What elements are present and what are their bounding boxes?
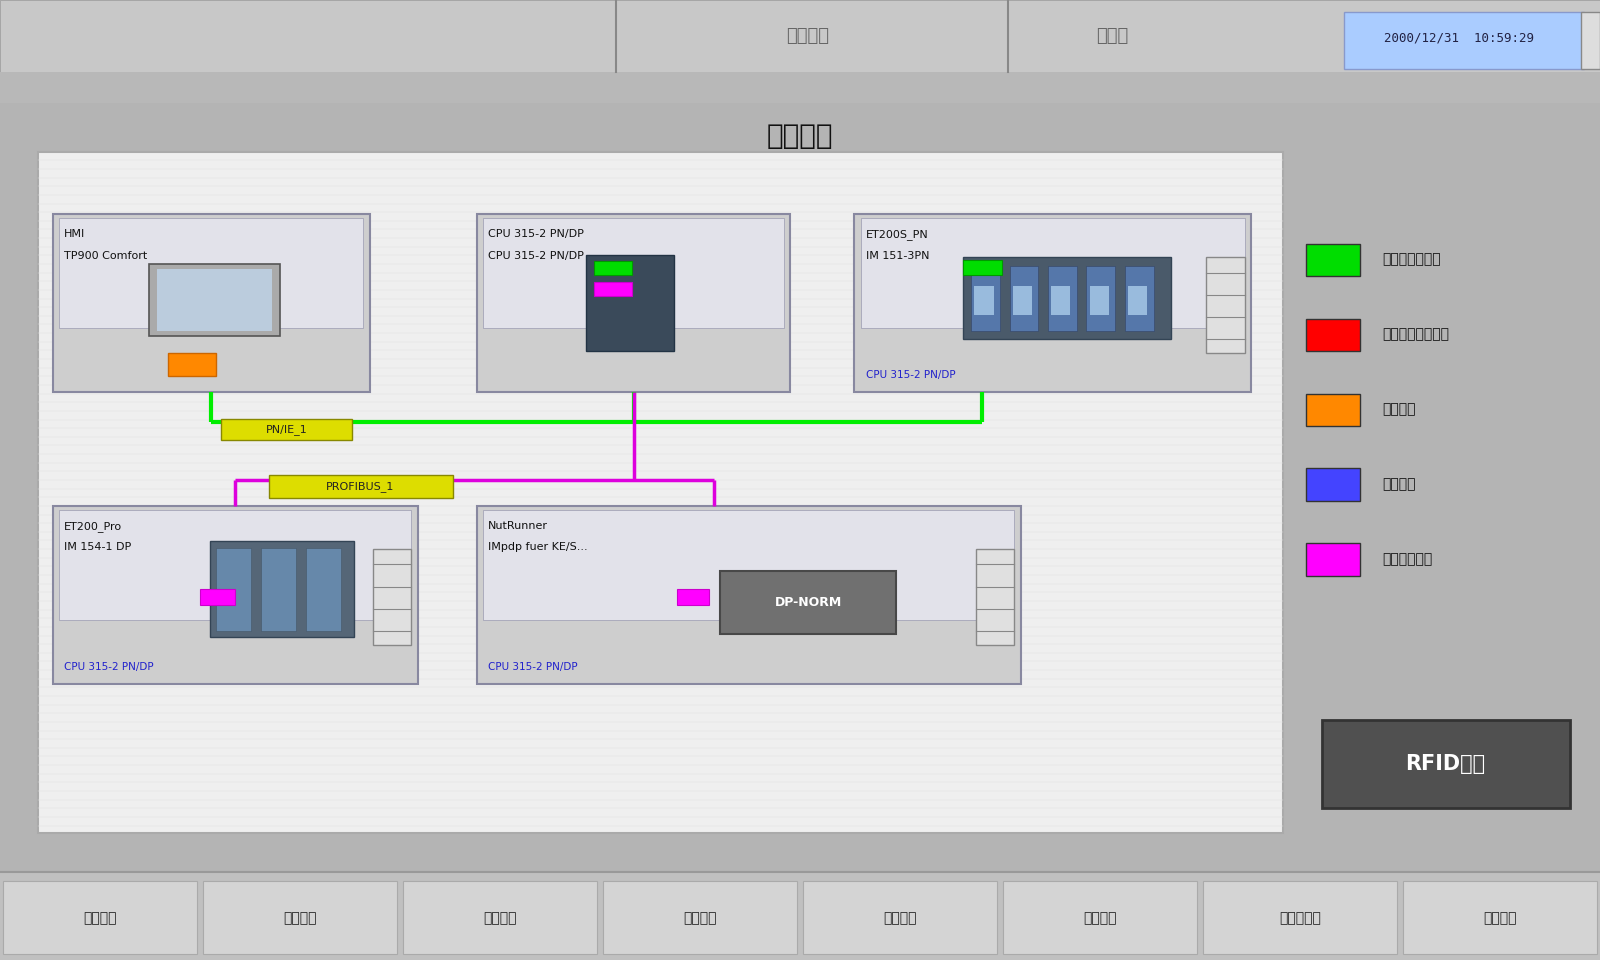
Text: 模式选择: 模式选择 — [483, 911, 517, 924]
Text: 模块旁路: 模块旁路 — [1382, 477, 1416, 491]
Text: IMpdp fuer KE/S...: IMpdp fuer KE/S... — [488, 542, 587, 552]
Text: 手动操作: 手动操作 — [283, 911, 317, 924]
Text: RFID读写: RFID读写 — [1405, 755, 1486, 774]
FancyBboxPatch shape — [1203, 881, 1397, 954]
FancyBboxPatch shape — [1306, 543, 1360, 576]
FancyBboxPatch shape — [38, 152, 1283, 833]
Text: 设备维护: 设备维护 — [1083, 911, 1117, 924]
FancyBboxPatch shape — [3, 881, 197, 954]
FancyBboxPatch shape — [59, 218, 363, 328]
FancyBboxPatch shape — [963, 260, 1002, 275]
FancyBboxPatch shape — [1048, 266, 1077, 331]
FancyBboxPatch shape — [677, 589, 709, 605]
Text: HMI: HMI — [64, 229, 85, 239]
FancyBboxPatch shape — [269, 475, 453, 498]
FancyBboxPatch shape — [1090, 286, 1109, 315]
FancyBboxPatch shape — [976, 549, 1014, 645]
FancyBboxPatch shape — [221, 419, 352, 440]
FancyBboxPatch shape — [149, 264, 280, 336]
FancyBboxPatch shape — [1403, 881, 1597, 954]
FancyBboxPatch shape — [0, 0, 1600, 72]
FancyBboxPatch shape — [483, 218, 784, 328]
Text: CPU 315-2 PN/DP: CPU 315-2 PN/DP — [488, 229, 584, 239]
Text: PROFIBUS_1: PROFIBUS_1 — [326, 481, 394, 492]
FancyBboxPatch shape — [0, 874, 1600, 960]
FancyBboxPatch shape — [0, 72, 1600, 103]
FancyBboxPatch shape — [971, 266, 1000, 331]
FancyBboxPatch shape — [1306, 394, 1360, 426]
FancyBboxPatch shape — [1344, 12, 1584, 69]
FancyBboxPatch shape — [477, 506, 1021, 684]
FancyBboxPatch shape — [1306, 468, 1360, 501]
FancyBboxPatch shape — [200, 589, 235, 605]
FancyBboxPatch shape — [1306, 319, 1360, 351]
FancyBboxPatch shape — [803, 881, 997, 954]
FancyBboxPatch shape — [594, 282, 632, 296]
Text: 模块故障: 模块故障 — [1382, 402, 1416, 416]
Text: NutRunner: NutRunner — [488, 521, 547, 531]
FancyBboxPatch shape — [586, 255, 674, 351]
FancyBboxPatch shape — [59, 510, 411, 620]
FancyBboxPatch shape — [594, 261, 632, 275]
FancyBboxPatch shape — [53, 214, 370, 392]
Text: 锁片压机: 锁片压机 — [787, 28, 829, 45]
Text: 2000/12/31  10:59:29: 2000/12/31 10:59:29 — [1384, 32, 1534, 45]
Text: 报警信息: 报警信息 — [683, 911, 717, 924]
FancyBboxPatch shape — [203, 881, 397, 954]
FancyBboxPatch shape — [403, 881, 597, 954]
FancyBboxPatch shape — [1013, 286, 1032, 315]
FancyBboxPatch shape — [1128, 286, 1147, 315]
FancyBboxPatch shape — [210, 541, 354, 637]
Text: ET200_Pro: ET200_Pro — [64, 521, 122, 532]
FancyBboxPatch shape — [216, 548, 251, 631]
Text: TP900 Comfort: TP900 Comfort — [64, 251, 147, 260]
Text: CPU 315-2 PN/DP: CPU 315-2 PN/DP — [866, 371, 955, 380]
FancyBboxPatch shape — [1051, 286, 1070, 315]
FancyBboxPatch shape — [963, 257, 1171, 339]
FancyBboxPatch shape — [53, 506, 418, 684]
Text: ET200S_PN: ET200S_PN — [866, 229, 928, 240]
Text: 模块取消激活: 模块取消激活 — [1382, 552, 1432, 565]
Text: PN/IE_1: PN/IE_1 — [266, 423, 307, 435]
Text: 传感器状态: 传感器状态 — [1278, 911, 1322, 924]
Text: 网络诊断: 网络诊断 — [883, 911, 917, 924]
FancyBboxPatch shape — [1306, 244, 1360, 276]
FancyBboxPatch shape — [157, 269, 272, 331]
Text: IM 154-1 DP: IM 154-1 DP — [64, 542, 131, 552]
FancyBboxPatch shape — [1003, 881, 1197, 954]
Text: CPU 315-2 PN/DP: CPU 315-2 PN/DP — [488, 251, 584, 260]
FancyBboxPatch shape — [0, 103, 1600, 872]
Text: 控制面板: 控制面板 — [1483, 911, 1517, 924]
FancyBboxPatch shape — [1086, 266, 1115, 331]
Text: 模块激活且正常: 模块激活且正常 — [1382, 252, 1442, 266]
Text: 无模式: 无模式 — [1096, 28, 1128, 45]
FancyBboxPatch shape — [261, 548, 296, 631]
FancyBboxPatch shape — [1010, 266, 1038, 331]
FancyBboxPatch shape — [720, 571, 896, 634]
FancyBboxPatch shape — [1581, 12, 1600, 69]
FancyBboxPatch shape — [477, 214, 790, 392]
FancyBboxPatch shape — [603, 881, 797, 954]
Text: CPU 315-2 PN/DP: CPU 315-2 PN/DP — [64, 662, 154, 672]
Text: CPU 315-2 PN/DP: CPU 315-2 PN/DP — [488, 662, 578, 672]
Text: IM 151-3PN: IM 151-3PN — [866, 251, 930, 260]
Text: 生产总览: 生产总览 — [83, 911, 117, 924]
FancyBboxPatch shape — [1322, 720, 1570, 808]
FancyBboxPatch shape — [1125, 266, 1154, 331]
Text: 网络诊断: 网络诊断 — [766, 122, 834, 151]
FancyBboxPatch shape — [1206, 257, 1245, 353]
FancyBboxPatch shape — [373, 549, 411, 645]
Text: 模块组态但不可用: 模块组态但不可用 — [1382, 327, 1450, 341]
FancyBboxPatch shape — [861, 218, 1245, 328]
FancyBboxPatch shape — [854, 214, 1251, 392]
FancyBboxPatch shape — [483, 510, 1014, 620]
FancyBboxPatch shape — [306, 548, 341, 631]
FancyBboxPatch shape — [168, 353, 216, 376]
Text: DP-NORM: DP-NORM — [774, 596, 842, 610]
FancyBboxPatch shape — [974, 286, 994, 315]
